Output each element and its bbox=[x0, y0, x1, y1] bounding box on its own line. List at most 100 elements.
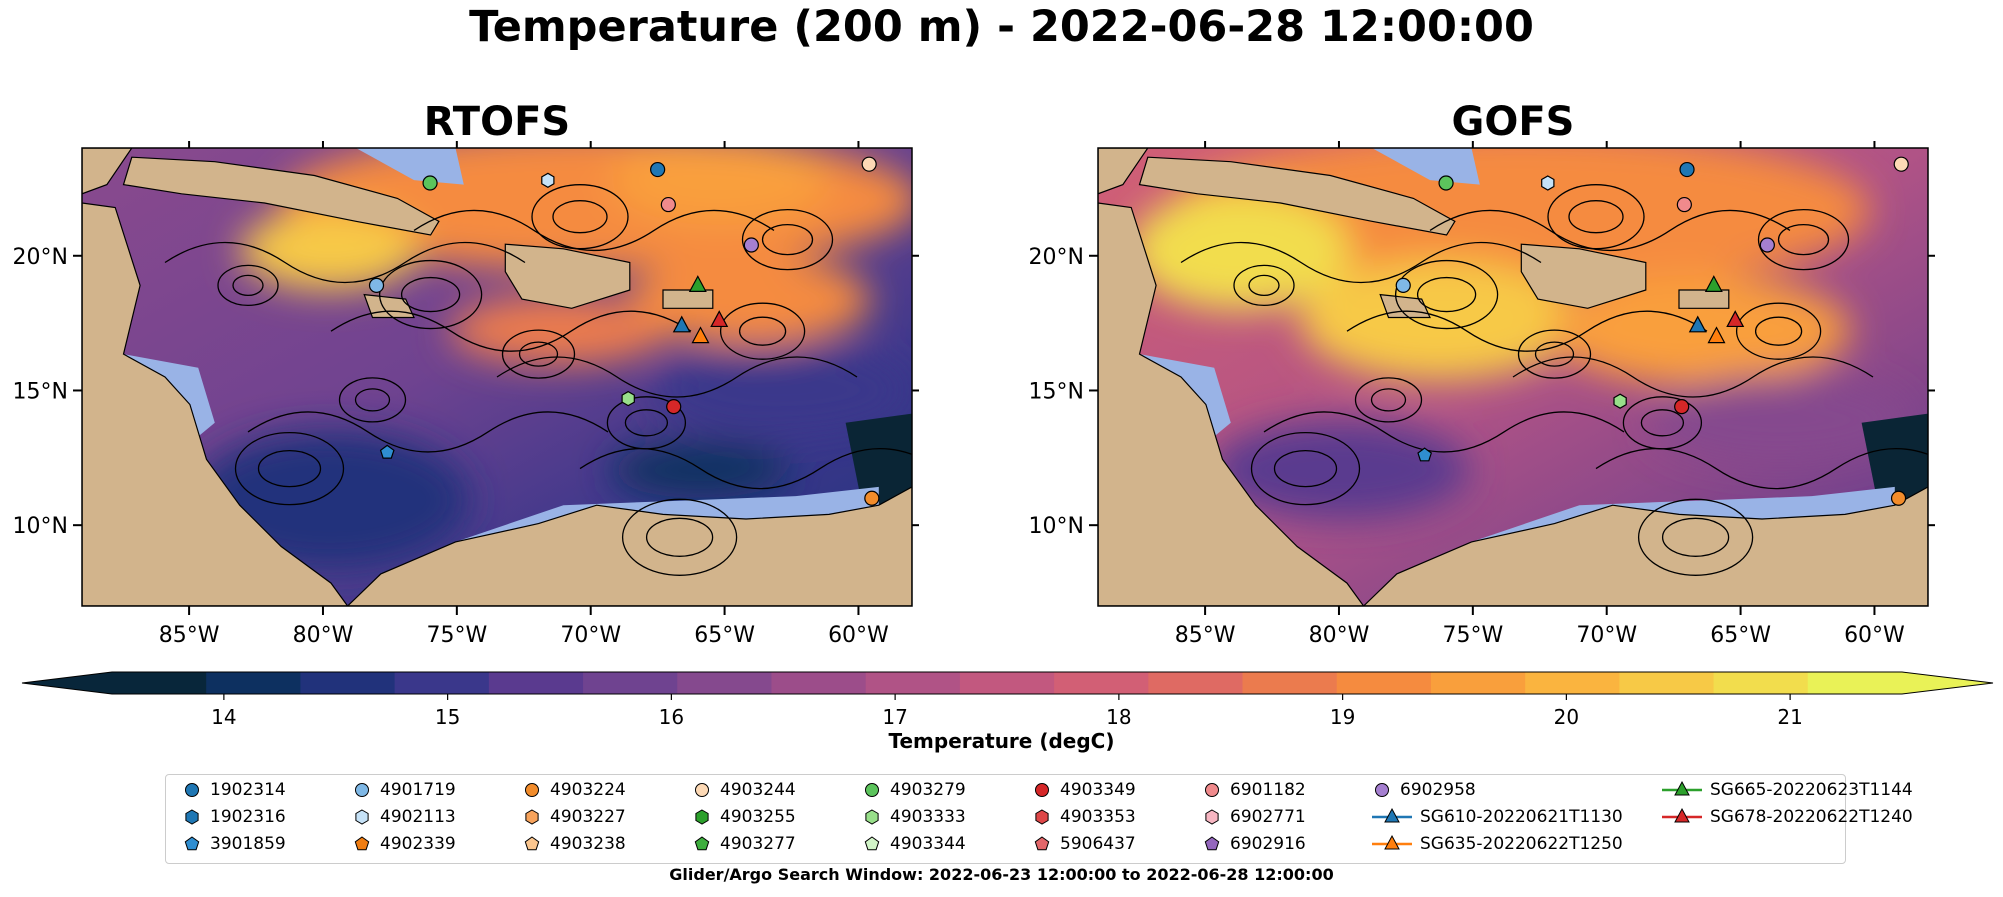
streamline-path bbox=[247, 411, 609, 453]
marker-SG665-20220623T1144 bbox=[688, 275, 707, 292]
marker-4903244 bbox=[1893, 156, 1909, 172]
legend-item-label: 5906437 bbox=[1060, 834, 1136, 854]
legend-item-4902113: 4902113 bbox=[352, 806, 456, 828]
legend-item-label: 4903333 bbox=[890, 807, 966, 827]
legend-item-label: SG635-20220622T1250 bbox=[1420, 834, 1623, 854]
warm-eddy-east bbox=[630, 255, 870, 345]
cuba-land bbox=[1138, 156, 1456, 236]
y-tick-label: 20°N bbox=[13, 245, 68, 270]
x-tick-label: 70°W bbox=[560, 623, 621, 648]
marker-6902958 bbox=[1759, 237, 1775, 253]
marker-4903333 bbox=[1613, 393, 1627, 409]
colorbar-tick-label: 14 bbox=[211, 705, 236, 729]
streamline-loop-inner bbox=[354, 388, 391, 412]
legend-marker-icon bbox=[865, 809, 879, 825]
streamline-loop bbox=[719, 302, 806, 360]
legend-item-label: 6902916 bbox=[1230, 834, 1306, 854]
marker-SG610-20220621T1130 bbox=[1688, 315, 1707, 333]
legend-item-6902958: 6902958 bbox=[1372, 779, 1476, 801]
legend-marker-icon bbox=[1035, 783, 1049, 797]
y-tick-label: 15°N bbox=[13, 379, 68, 404]
streamline-path bbox=[579, 447, 912, 490]
legend-marker-icon bbox=[695, 783, 709, 797]
legend-item-4903244: 4903244 bbox=[692, 779, 796, 801]
colorbar-segment bbox=[112, 672, 207, 694]
search-window-caption: Glider/Argo Search Window: 2022-06-23 12… bbox=[669, 865, 1334, 884]
panel-title-gofs: GOFS bbox=[1451, 99, 1575, 145]
x-tick-label: 60°W bbox=[1844, 623, 1905, 648]
streamline-loop-inner bbox=[1370, 388, 1407, 412]
marker-4902113 bbox=[1541, 175, 1555, 191]
legend-marker-icon bbox=[185, 783, 199, 797]
marker-SG665-20220623T1144 bbox=[1704, 275, 1723, 292]
south-america-land bbox=[346, 486, 912, 606]
streamline-loop-inner bbox=[1640, 409, 1685, 437]
legend-item-label: 4901719 bbox=[380, 780, 456, 800]
marker-SG678-20220622T1240 bbox=[710, 310, 729, 328]
streamline-loop-inner bbox=[552, 200, 608, 234]
legend-item-label: SG678-20220622T1240 bbox=[1710, 807, 1913, 827]
legend-item-label: 4902113 bbox=[380, 807, 456, 827]
legend-item-SG678-20220622T1240: SG678-20220622T1240 bbox=[1662, 806, 1913, 828]
legend-item-1902314: 1902314 bbox=[182, 779, 286, 801]
streamline-path bbox=[1595, 447, 1928, 490]
legend-item-4903227: 4903227 bbox=[522, 806, 626, 828]
colorbar-segment bbox=[1525, 672, 1620, 694]
colorbar-segment bbox=[1054, 672, 1149, 694]
marker-1902314 bbox=[650, 161, 666, 178]
streamline-loop bbox=[338, 377, 407, 423]
legend-marker-icon bbox=[1205, 809, 1219, 825]
streamline-loop-inner bbox=[1534, 341, 1575, 367]
legend-item-label: 4903277 bbox=[720, 834, 796, 854]
marker-SG610-20220621T1130 bbox=[672, 315, 691, 333]
colorbar-tick-label: 18 bbox=[1106, 705, 1131, 729]
streamlines bbox=[1180, 184, 1928, 576]
colorbar-segment bbox=[1242, 672, 1338, 694]
x-tick-label: 60°W bbox=[828, 623, 889, 648]
legend-item-4903238: 4903238 bbox=[522, 833, 626, 855]
marker-3901859 bbox=[379, 444, 395, 459]
yucatan-land bbox=[1098, 148, 1149, 195]
streamline-path bbox=[1429, 209, 1791, 252]
puerto-rico-land bbox=[662, 289, 714, 309]
legend-marker-icon bbox=[1204, 836, 1220, 851]
legend-marker-icon bbox=[1372, 807, 1412, 823]
streamline-loop bbox=[217, 264, 279, 307]
x-tick-label: 85°W bbox=[159, 623, 220, 648]
marker-6901182 bbox=[660, 196, 676, 213]
legend-marker-icon bbox=[695, 809, 709, 825]
panel-title-rtofs: RTOFS bbox=[423, 99, 571, 145]
legend-item-4903349: 4903349 bbox=[1032, 779, 1136, 801]
legend-marker-icon bbox=[184, 836, 200, 851]
colorbar-tick-label: 21 bbox=[1777, 705, 1802, 729]
streamline-loop bbox=[741, 208, 834, 271]
cuba-land bbox=[122, 156, 440, 236]
colorbar-segment bbox=[771, 672, 867, 694]
legend-item-SG610-20220621T1130: SG610-20220621T1130 bbox=[1372, 806, 1623, 828]
legend-item-label: 6902771 bbox=[1230, 807, 1306, 827]
cool-water-southwest bbox=[1210, 420, 1470, 520]
streamline-loop-inner bbox=[400, 276, 461, 313]
streamline-loop bbox=[1517, 329, 1592, 379]
figure-title: Temperature (200 m) - 2022-06-28 12:00:0… bbox=[469, 2, 1534, 52]
legend-marker-icon bbox=[864, 836, 880, 851]
y-tick-label: 10°N bbox=[1029, 514, 1084, 539]
legend-item-label: 1902314 bbox=[210, 780, 286, 800]
legend-item-4901719: 4901719 bbox=[352, 779, 456, 801]
streamline-path bbox=[1263, 411, 1625, 453]
cool-water-east bbox=[650, 345, 910, 435]
marker-4903224 bbox=[864, 490, 880, 506]
streamline-loop-inner bbox=[232, 274, 264, 297]
colorbar-segment bbox=[1148, 672, 1244, 694]
colorbar-tick-label: 17 bbox=[882, 705, 907, 729]
marker-4901719 bbox=[368, 277, 385, 293]
colorbar-tick-label: 19 bbox=[1330, 705, 1355, 729]
legend-marker-icon bbox=[524, 836, 540, 851]
marker-4903244 bbox=[861, 156, 877, 172]
legend-item-label: 4903255 bbox=[720, 807, 796, 827]
legend-marker-icon bbox=[1372, 834, 1412, 850]
colorbar-tick-label: 15 bbox=[435, 705, 460, 729]
streamline-loop bbox=[621, 498, 738, 576]
colorbar-label: Temperature (degC) bbox=[888, 729, 1115, 753]
legend-item-label: 6902958 bbox=[1400, 780, 1476, 800]
